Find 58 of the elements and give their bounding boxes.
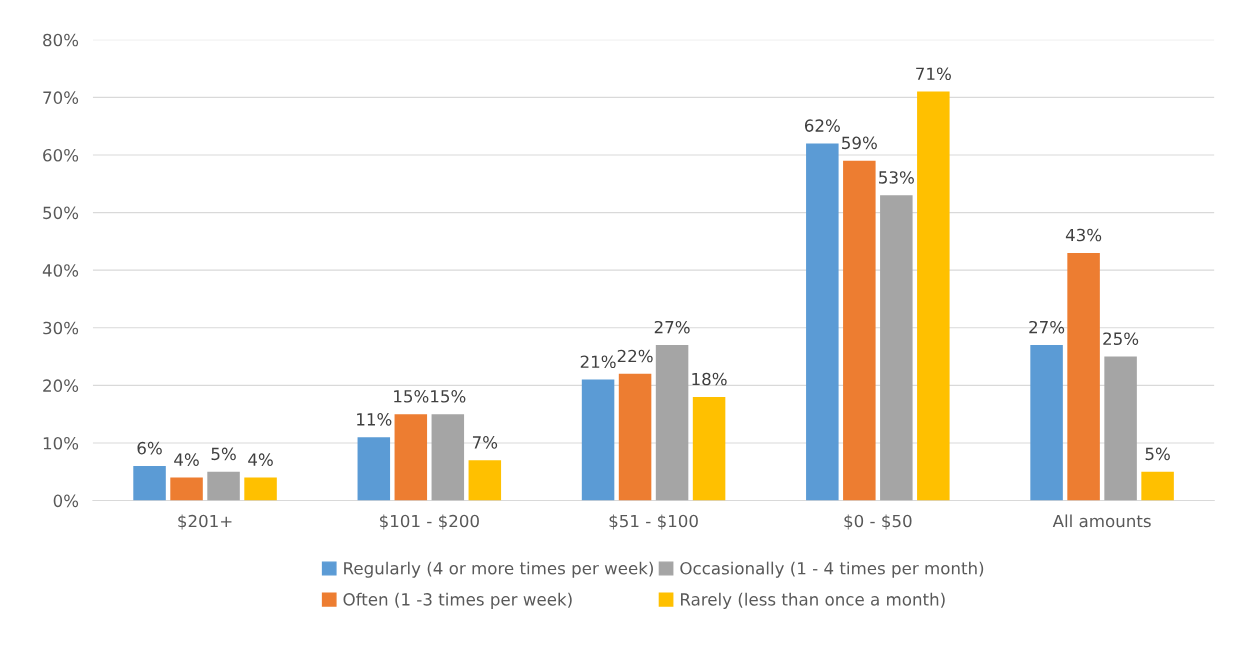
bar <box>618 373 652 501</box>
data-label: 7% <box>472 436 498 449</box>
data-label: 43% <box>1065 228 1102 242</box>
bar <box>1141 471 1174 501</box>
bar <box>133 466 166 501</box>
x-tick-label: $51 - $100 <box>609 514 698 530</box>
data-label: 4% <box>248 453 273 466</box>
y-tick-label: 70% <box>43 91 79 104</box>
bar <box>468 460 502 501</box>
legend-label: Rarely (less than once a month) <box>681 592 945 609</box>
data-label: 6% <box>137 441 162 455</box>
x-tick-label: $101 - $200 <box>379 514 479 530</box>
data-label: 5% <box>1145 447 1170 461</box>
data-label: 62% <box>804 119 840 132</box>
bar <box>692 396 726 501</box>
data-label: 5% <box>211 447 236 461</box>
data-label: 15% <box>394 390 429 403</box>
bar <box>917 91 950 501</box>
bar <box>581 379 615 501</box>
data-label: 27% <box>1029 320 1065 334</box>
y-tick-label: 30% <box>43 321 79 335</box>
y-tick-label: 60% <box>43 148 79 162</box>
x-tick-label: $0 - $50 <box>844 514 912 530</box>
data-label: 11% <box>357 413 392 426</box>
bar <box>1030 345 1063 501</box>
data-label: 15% <box>431 390 466 403</box>
bar <box>1104 356 1137 501</box>
data-label: 27% <box>654 320 690 334</box>
bar <box>880 195 913 501</box>
data-label: 21% <box>580 355 616 369</box>
data-label: 18% <box>692 372 727 386</box>
legend-label: Occasionally (1 - 4 times per month) <box>680 561 984 578</box>
bar <box>806 143 839 501</box>
bar <box>394 414 428 501</box>
y-tick-label: 40% <box>42 264 79 277</box>
x-tick-label: $201+ <box>178 514 232 530</box>
y-tick-label: 80% <box>43 33 79 47</box>
bar <box>431 414 465 501</box>
data-label: 22% <box>617 349 653 363</box>
bar <box>207 471 240 501</box>
data-label: 59% <box>842 136 877 150</box>
legend-label: Regularly (4 or more times per week) <box>344 561 653 578</box>
data-label: 25% <box>1103 332 1139 346</box>
legend-label: Often (1 -3 times per week) <box>343 592 572 609</box>
bar <box>357 437 391 501</box>
bar <box>1067 252 1100 501</box>
bar <box>170 477 203 501</box>
data-label: 53% <box>879 171 914 184</box>
data-label: 4% <box>174 453 199 466</box>
bar <box>244 477 277 501</box>
y-tick-label: 20% <box>43 379 79 392</box>
y-tick-label: 50% <box>43 206 79 220</box>
bar <box>843 160 876 501</box>
y-tick-label: 10% <box>43 436 79 450</box>
y-tick-label: 0% <box>53 494 79 508</box>
data-label: 71% <box>916 67 951 81</box>
bar <box>655 345 689 501</box>
x-tick-label: All amounts <box>1052 514 1151 528</box>
